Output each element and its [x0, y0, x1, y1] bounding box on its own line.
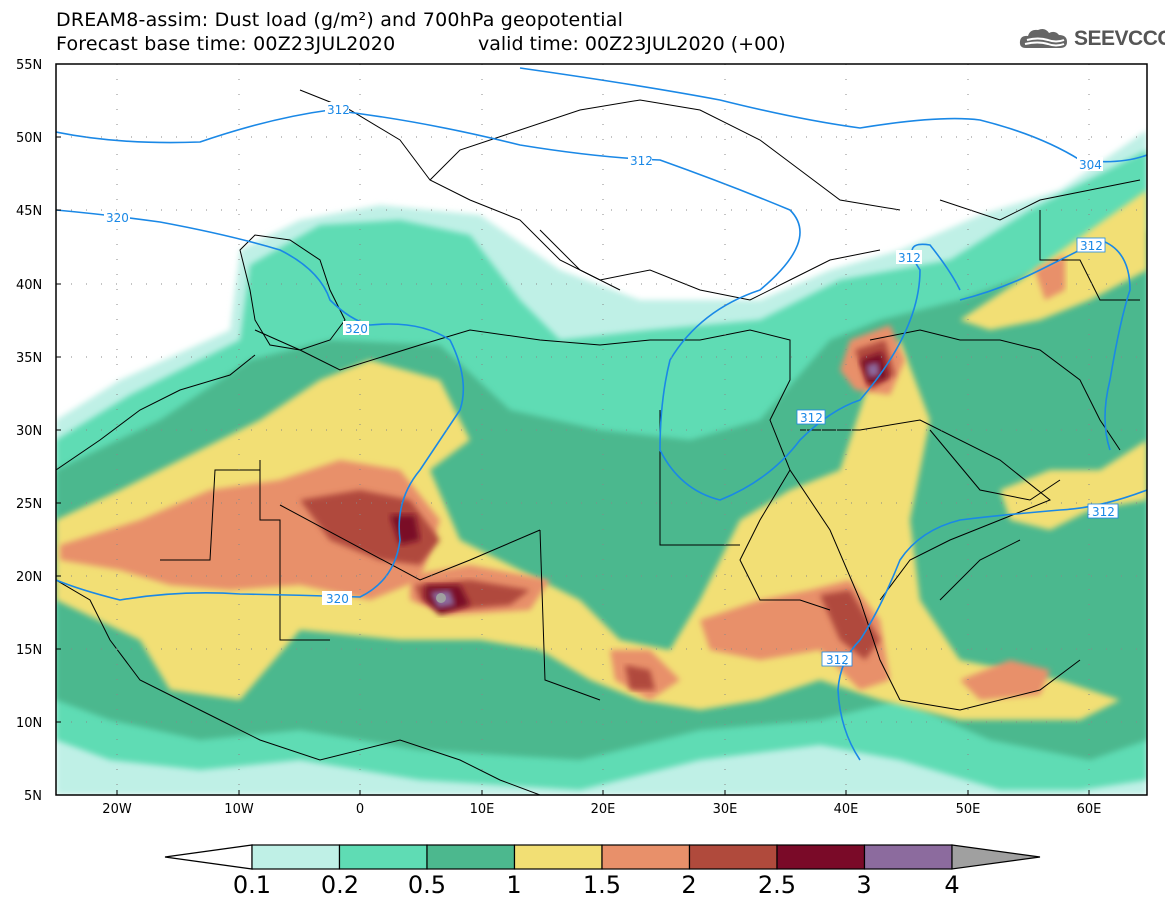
colorbar-swatch: [688, 844, 778, 870]
lon-label: 10E: [470, 802, 495, 817]
lon-label: 30E: [713, 802, 738, 817]
lon-label: 40E: [834, 802, 859, 817]
colorbar-swatch: [338, 844, 428, 870]
lat-label: 45N: [16, 204, 42, 219]
cloud-icon: [1019, 29, 1067, 48]
colorbar-swatch: [251, 844, 341, 870]
lat-label: 15N: [16, 643, 42, 658]
colorbar: 0.1 0.2 0.5 1 1.5 2 2.5 3 4: [164, 844, 1041, 899]
colorbar-label: 2.5: [758, 871, 796, 899]
forecast-base-time: Forecast base time: 00Z23JUL2020: [56, 33, 396, 55]
colorbar-high-arrow: [951, 844, 1041, 870]
lat-label: 50N: [16, 131, 42, 146]
contour-label: 312: [327, 103, 350, 117]
lat-label: 5N: [24, 789, 42, 804]
lon-label: 20E: [591, 802, 616, 817]
axis-ticks: [56, 63, 1090, 796]
colorbar-label: 0.1: [233, 871, 271, 899]
colorbar-label: 1.5: [583, 871, 621, 899]
colorbar-label: 1: [506, 871, 521, 899]
lat-label: 40N: [16, 278, 42, 293]
logo-text: SEEVCCC: [1074, 27, 1165, 50]
colorbar-swatch: [776, 844, 866, 870]
contour-label: 312: [800, 411, 823, 425]
lat-label: 55N: [16, 58, 42, 73]
longitude-labels: 20W 10W 0 10E 20E 30E 40E 50E 60E: [102, 802, 1101, 817]
colorbar-swatch: [426, 844, 516, 870]
lon-label: 50E: [956, 802, 981, 817]
colorbar-label: 4: [944, 871, 959, 899]
colorbar-low-arrow: [164, 844, 253, 870]
contour-label: 320: [106, 211, 129, 225]
seevccc-logo: SEEVCCC: [1018, 26, 1165, 52]
colorbar-swatch: [513, 844, 603, 870]
contour-label: 320: [345, 322, 368, 336]
lat-label: 35N: [16, 351, 42, 366]
valid-time: valid time: 00Z23JUL2020 (+00): [478, 33, 786, 55]
lat-label: 30N: [16, 424, 42, 439]
contour-labels: 312 312 304 320 320 312 312 312 320 312 …: [104, 102, 1119, 667]
contour-label: 304: [1079, 158, 1102, 172]
lon-label: 10W: [224, 802, 254, 817]
colorbar-swatch: [601, 844, 691, 870]
colorbar-label: 2: [681, 871, 696, 899]
latitude-labels: 55N 50N 45N 40N 35N 30N 25N 20N 15N 10N …: [16, 58, 42, 804]
contour-label: 312: [1092, 505, 1115, 519]
colorbar-label: 0.5: [408, 871, 446, 899]
contour-label: 312: [898, 251, 921, 265]
contour-label: 312: [826, 653, 849, 667]
lat-label: 20N: [16, 570, 42, 585]
contour-label: 312: [630, 154, 653, 168]
dust-field: [56, 64, 1147, 795]
lat-label: 25N: [16, 497, 42, 512]
contour-label: 312: [1080, 239, 1103, 253]
colorbar-label: 3: [856, 871, 871, 899]
contour-label: 320: [326, 592, 349, 606]
colorbar-label: 0.2: [321, 871, 359, 899]
lon-label: 0: [356, 802, 364, 817]
colorbar-swatch: [863, 844, 953, 870]
lat-label: 10N: [16, 716, 42, 731]
lon-label: 60E: [1077, 802, 1102, 817]
lon-label: 20W: [102, 802, 132, 817]
map-title: DREAM8-assim: Dust load (g/m²) and 700hP…: [56, 9, 624, 31]
